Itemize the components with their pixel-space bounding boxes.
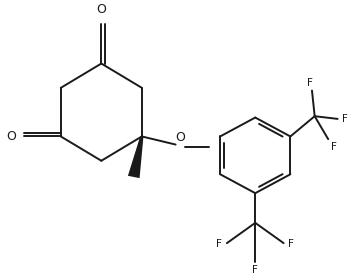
- Text: F: F: [342, 114, 348, 124]
- Text: O: O: [7, 130, 17, 143]
- Text: F: F: [216, 239, 222, 249]
- Text: O: O: [96, 3, 106, 16]
- Text: F: F: [252, 265, 258, 275]
- Text: F: F: [289, 239, 294, 249]
- Text: F: F: [331, 142, 337, 152]
- Text: F: F: [307, 78, 313, 88]
- Polygon shape: [128, 136, 143, 178]
- Text: O: O: [175, 131, 185, 144]
